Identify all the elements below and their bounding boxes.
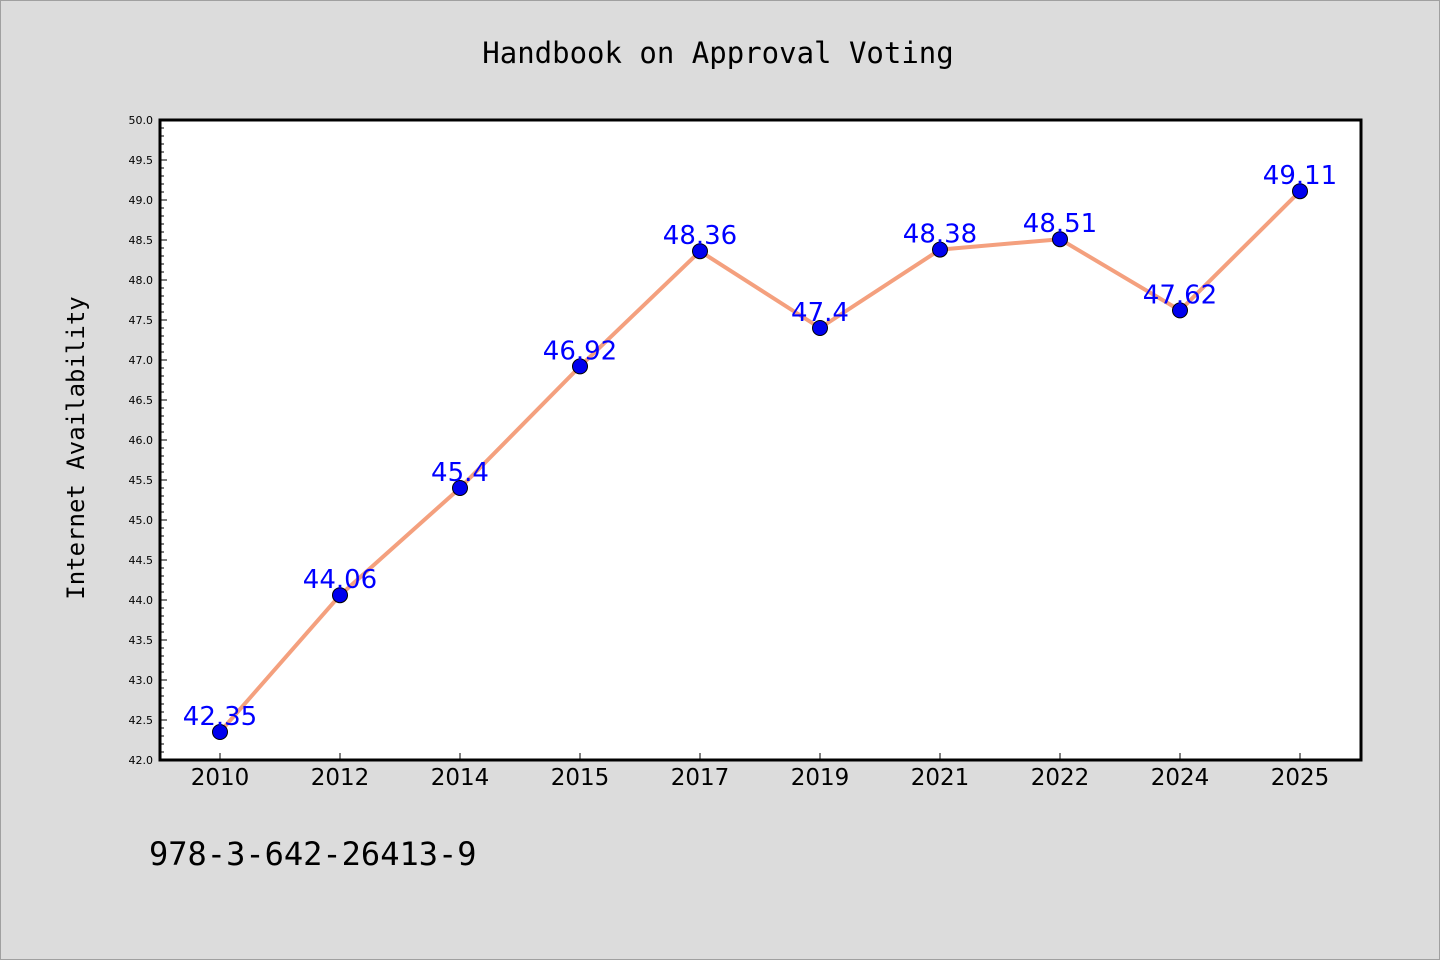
data-label: 42.35 <box>183 702 257 732</box>
x-tick-label: 2021 <box>911 765 970 791</box>
y-axis: 42.0 42.5 43.0 43.5 44.0 44.5 45.0 45.5 46.0 46.5… <box>129 114 167 767</box>
y-tick-label: 49.5 <box>129 154 154 167</box>
data-labels-group: 42.35 44.06 45.4 46.92 48.36 47.4 48.38 48.51 47… <box>183 161 1337 732</box>
data-point <box>332 587 348 604</box>
y-tick-label: 49.0 <box>129 194 154 207</box>
y-axis-label: Internet Availability <box>62 296 90 599</box>
x-tick-label: 2014 <box>431 765 490 791</box>
data-point <box>572 358 588 375</box>
x-tick-label: 2012 <box>311 765 370 791</box>
data-point <box>1052 231 1068 248</box>
y-tick-label: 46.5 <box>129 394 154 407</box>
y-tick-label: 45.5 <box>129 474 154 487</box>
plot-border <box>158 118 1363 762</box>
x-tick-label: 2015 <box>551 765 610 791</box>
data-label: 48.51 <box>1023 209 1097 239</box>
y-tick-label: 48.5 <box>129 234 154 247</box>
data-label: 49.11 <box>1263 161 1337 191</box>
y-tick-label: 45.0 <box>129 514 154 527</box>
data-point <box>452 480 468 496</box>
x-tick-label: 2024 <box>1151 765 1210 791</box>
y-tick-label: 47.5 <box>129 314 154 327</box>
data-label: 47.4 <box>791 298 849 328</box>
y-tick-label: 43.0 <box>129 674 154 687</box>
data-point <box>812 320 828 336</box>
plot-area <box>160 120 1361 760</box>
data-point <box>932 241 948 258</box>
data-label: 45.4 <box>431 458 489 488</box>
data-point <box>692 243 708 260</box>
chart-title: Handbook on Approval Voting <box>482 36 953 70</box>
x-tick-label: 2017 <box>671 765 730 791</box>
isbn-footer: 978-3-642-26413-9 <box>149 835 477 873</box>
y-tick-label: 43.5 <box>129 634 154 647</box>
data-label: 48.38 <box>903 220 977 250</box>
y-tick-label: 50.0 <box>129 114 154 127</box>
x-tick-label: 2025 <box>1271 765 1330 791</box>
x-tick-label: 2022 <box>1031 765 1090 791</box>
data-point <box>1172 302 1188 319</box>
y-tick-label: 46.0 <box>129 434 154 447</box>
x-tick-label: 2010 <box>191 765 250 791</box>
data-label: 46.92 <box>543 336 617 366</box>
data-point <box>1292 183 1308 200</box>
x-tick-label: 2019 <box>791 765 850 791</box>
data-point <box>212 724 228 740</box>
data-label: 47.62 <box>1143 280 1217 310</box>
series-line-group <box>218 189 1302 734</box>
y-tick-label: 42.5 <box>129 714 154 727</box>
data-label: 44.06 <box>303 565 377 595</box>
series-line <box>218 189 1302 734</box>
data-label: 48.36 <box>663 221 737 251</box>
y-tick-label: 44.0 <box>129 594 154 607</box>
markers-group <box>212 183 1308 740</box>
y-tick-label: 44.5 <box>129 554 154 567</box>
y-tick-label: 47.0 <box>129 354 154 367</box>
y-tick-label: 48.0 <box>129 274 154 287</box>
y-tick-label: 42.0 <box>129 754 154 767</box>
